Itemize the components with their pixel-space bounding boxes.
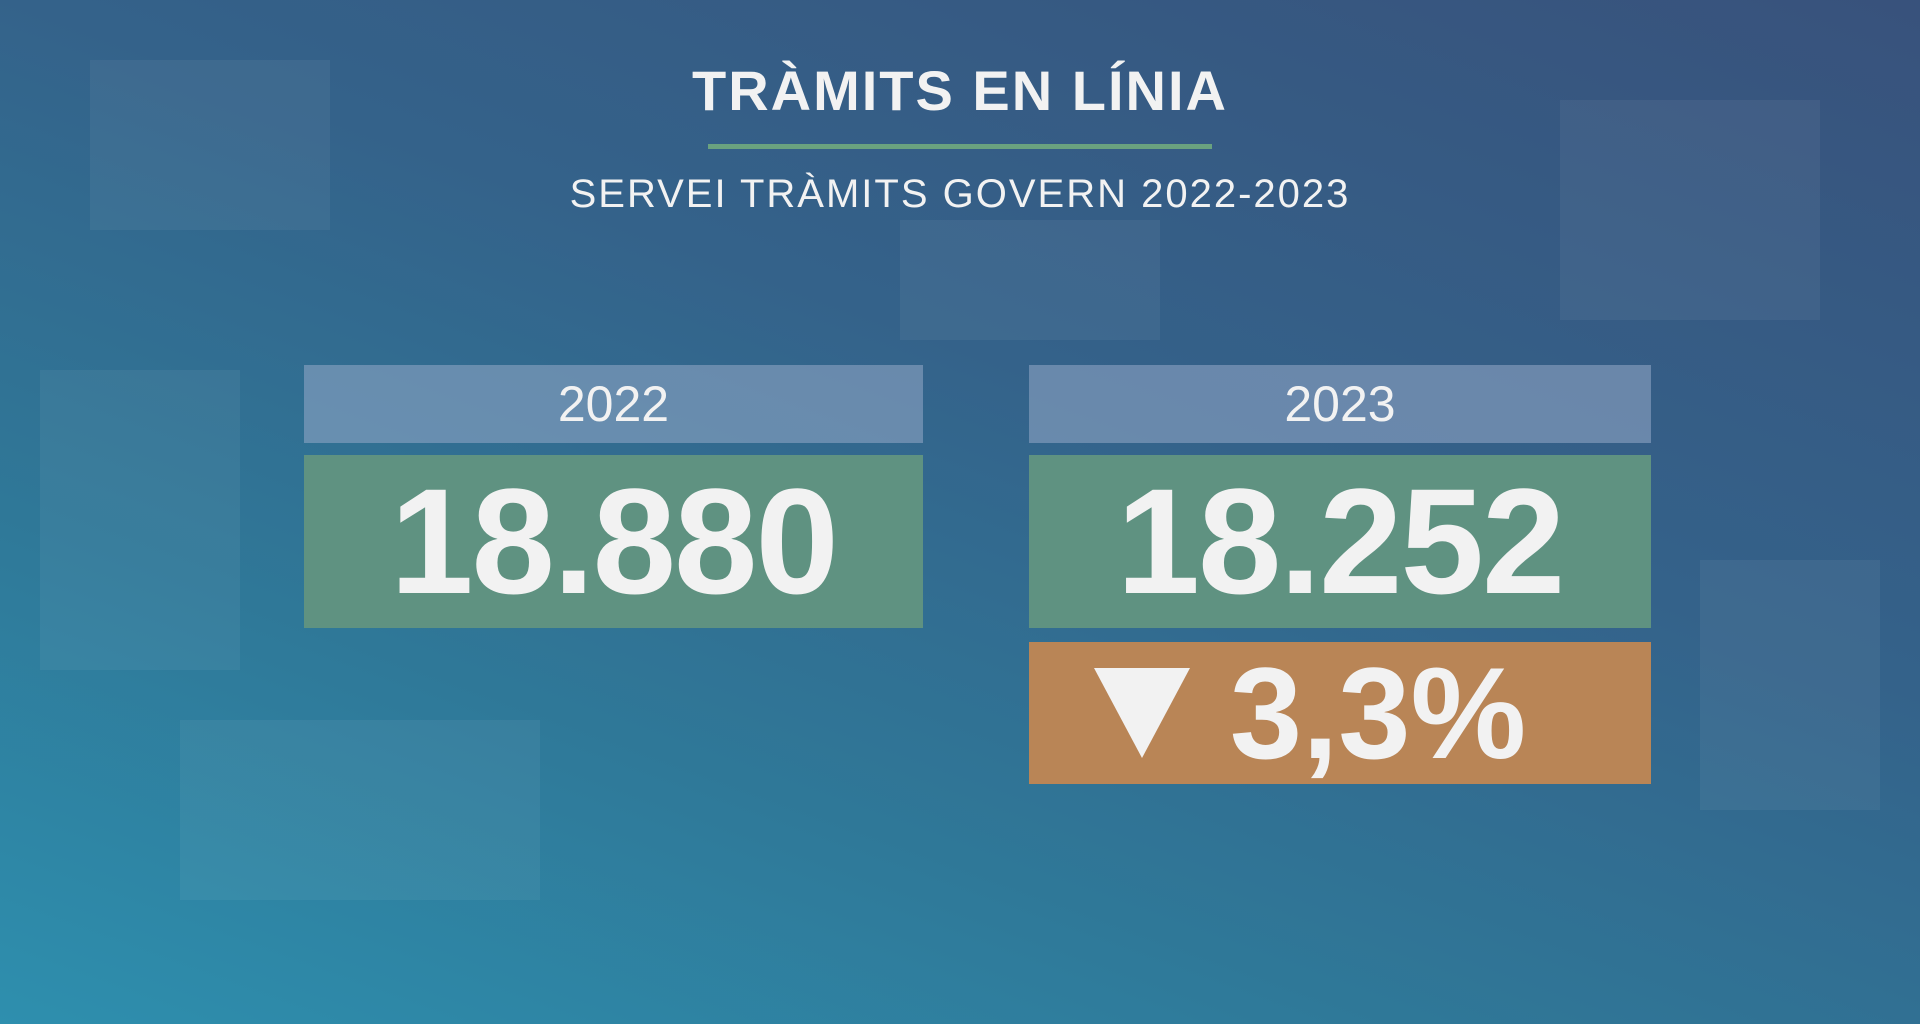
bg-tile (90, 60, 330, 230)
subtitle: SERVEI TRÀMITS GOVERN 2022-2023 (569, 172, 1351, 216)
bg-tile (180, 720, 540, 900)
bg-tile (40, 370, 240, 670)
value-box: 18.880 (304, 455, 923, 628)
change-box: 3,3% (1029, 640, 1651, 786)
year-label: 2022 (304, 365, 923, 443)
title: TRÀMITS EN LÍNIA (692, 59, 1228, 122)
bg-tile (1700, 560, 1880, 810)
bg-tile (900, 220, 1160, 340)
title-rule (708, 144, 1212, 149)
bg-tile (1560, 100, 1820, 320)
value: 18.252 (1116, 457, 1566, 625)
value: 18.880 (390, 457, 839, 625)
value-box: 18.252 (1029, 455, 1651, 628)
change: 3,3% (1229, 640, 1527, 786)
year-label: 2023 (1029, 365, 1651, 443)
down-arrow (1093, 668, 1190, 758)
